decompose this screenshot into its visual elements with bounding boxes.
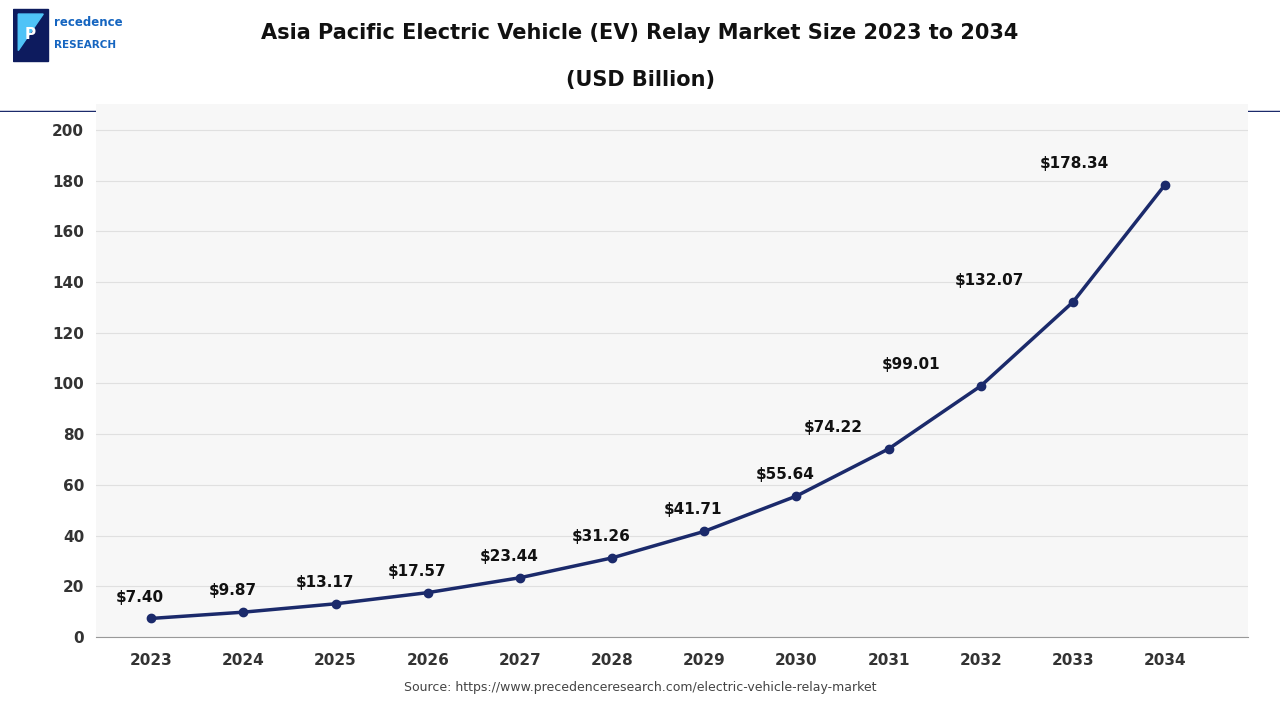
Text: $178.34: $178.34	[1041, 156, 1110, 171]
Text: $74.22: $74.22	[804, 420, 863, 435]
Text: (USD Billion): (USD Billion)	[566, 71, 714, 90]
Text: RESEARCH: RESEARCH	[54, 40, 116, 50]
Text: Asia Pacific Electric Vehicle (EV) Relay Market Size 2023 to 2034: Asia Pacific Electric Vehicle (EV) Relay…	[261, 24, 1019, 43]
Text: $7.40: $7.40	[116, 590, 164, 605]
Text: $31.26: $31.26	[572, 529, 631, 544]
Text: $23.44: $23.44	[480, 549, 539, 564]
Text: $9.87: $9.87	[209, 583, 256, 598]
Text: recedence: recedence	[54, 16, 123, 29]
Text: $17.57: $17.57	[388, 564, 445, 579]
Text: $55.64: $55.64	[756, 467, 815, 482]
Text: P: P	[24, 27, 36, 42]
Polygon shape	[18, 14, 44, 50]
Text: $99.01: $99.01	[882, 357, 941, 372]
Text: Source: https://www.precedenceresearch.com/electric-vehicle-relay-market: Source: https://www.precedenceresearch.c…	[403, 681, 877, 694]
Text: $13.17: $13.17	[296, 575, 353, 590]
Text: $41.71: $41.71	[664, 503, 722, 518]
Text: $132.07: $132.07	[955, 273, 1024, 288]
Bar	[13, 9, 47, 61]
